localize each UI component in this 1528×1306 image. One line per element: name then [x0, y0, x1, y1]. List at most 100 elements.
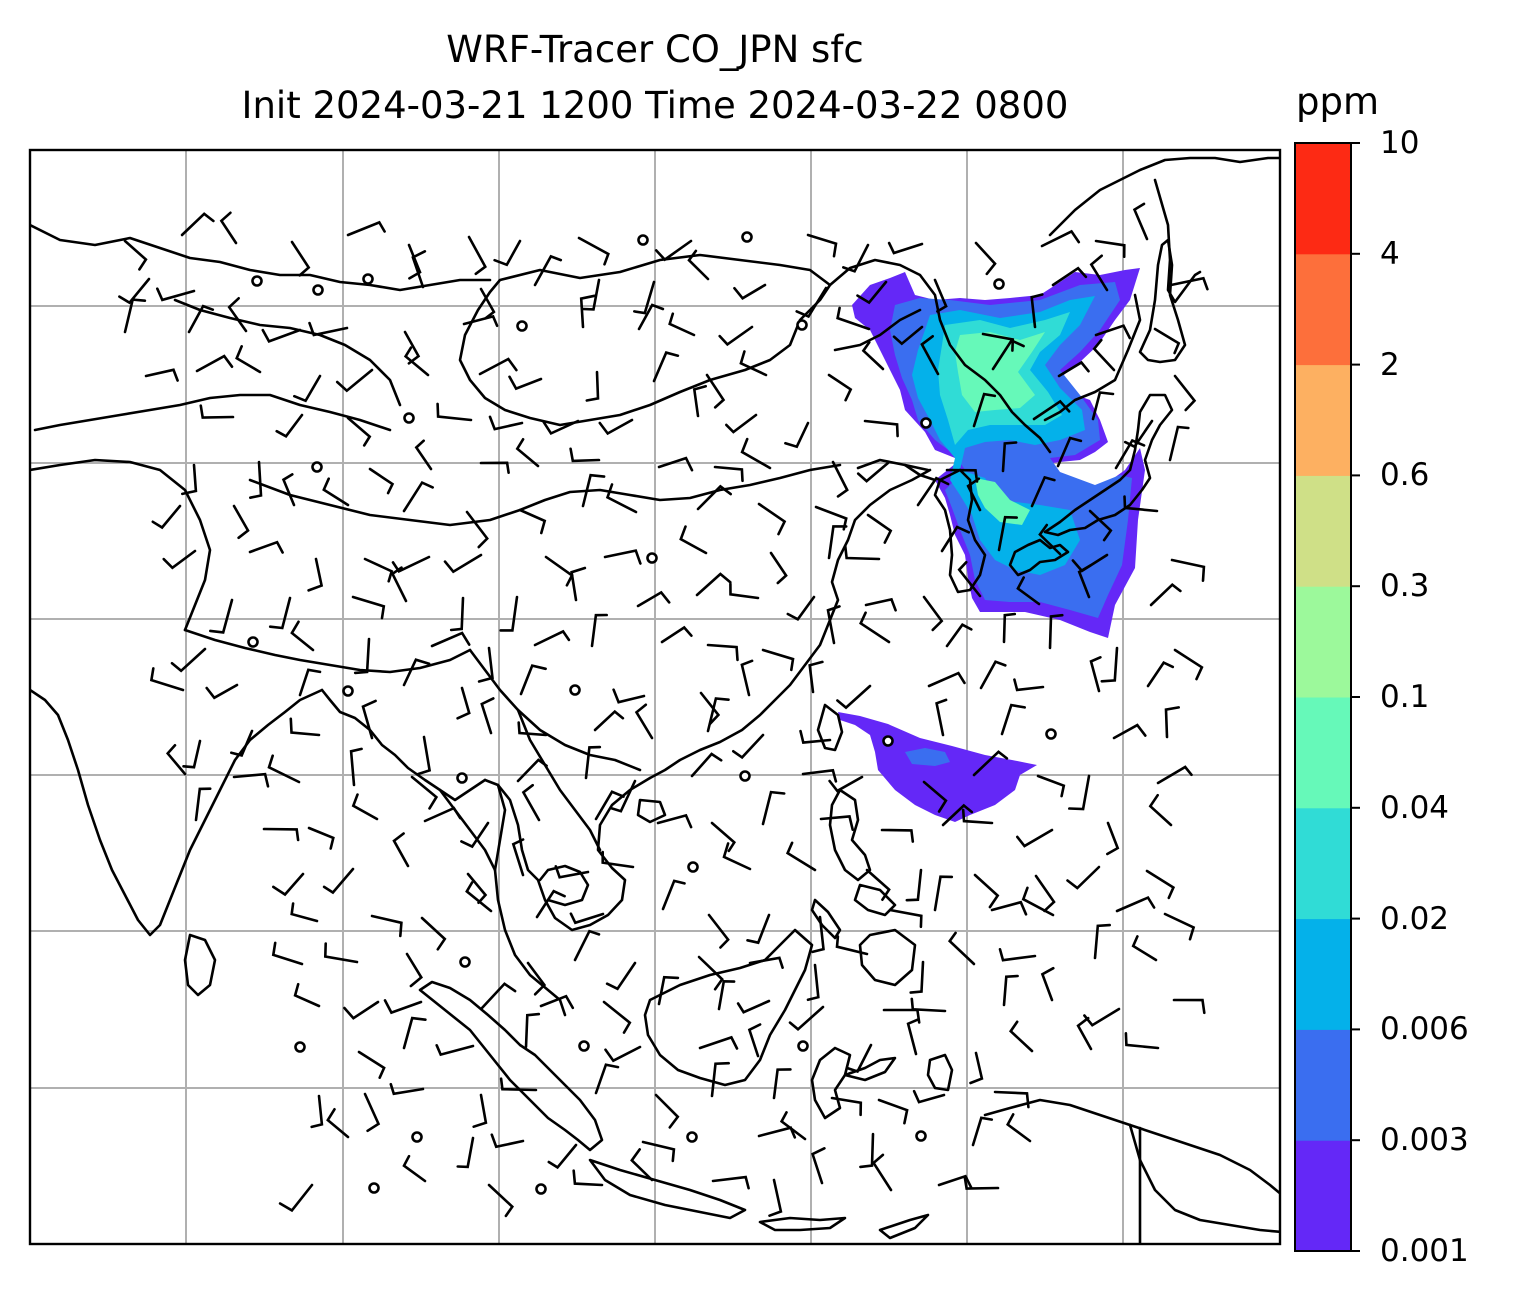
wind-barb [123, 239, 148, 271]
wind-barb [963, 1176, 1000, 1190]
wind-barb [490, 1133, 525, 1149]
wind-barb [1088, 509, 1113, 542]
border-tibet [248, 463, 842, 527]
wind-barb [768, 1178, 783, 1217]
wind-barb [232, 772, 270, 788]
wind-barb [1008, 1020, 1034, 1053]
colorbar-band [1295, 918, 1351, 1030]
wind-barb [353, 637, 371, 675]
coast-sakhalin [1153, 178, 1202, 304]
wind-barb [844, 545, 881, 561]
wind-barb [966, 477, 982, 512]
coast-halmahera [926, 1053, 954, 1092]
wind-barb [1048, 613, 1064, 650]
wind-barb [1057, 360, 1090, 378]
wind-barb [261, 328, 302, 344]
wind-barb [307, 557, 324, 592]
wind-barb [335, 368, 374, 393]
wind-barb [1156, 765, 1193, 785]
wind-barb [519, 664, 547, 696]
wind-barb [827, 525, 848, 560]
calm-wind-circle [535, 1183, 547, 1195]
calm-wind-circle [1045, 728, 1057, 740]
wind-barb [909, 960, 925, 994]
wind-barb [1013, 678, 1045, 692]
wind-barb [795, 286, 828, 319]
wind-barb [786, 595, 816, 621]
wind-barb [598, 418, 634, 436]
border-russia-china [828, 258, 1052, 454]
wind-barb [293, 982, 321, 1008]
wind-barb [947, 931, 976, 966]
calm-wind-circle [915, 1130, 927, 1142]
colorbar-band [1295, 697, 1351, 809]
border-northeast [833, 308, 922, 352]
wind-barb [856, 280, 888, 305]
calm-wind-circle [687, 861, 699, 873]
calm-wind-circle [637, 234, 649, 246]
wind-barb [1169, 276, 1209, 291]
wind-barb [290, 620, 315, 652]
wind-barb [1148, 793, 1173, 827]
wind-barb [593, 709, 625, 732]
wind-barb [268, 596, 292, 630]
wind-barb [601, 850, 635, 869]
wind-barb [707, 913, 730, 949]
border-korea-china [903, 463, 937, 482]
wind-barb [1145, 869, 1176, 900]
border-mongolia [458, 253, 832, 427]
wind-barb [1131, 935, 1158, 962]
wind-barb [533, 629, 571, 647]
border-afghan-pak [30, 458, 212, 632]
border-kazakh-china [173, 298, 402, 407]
wind-barb [971, 1116, 994, 1147]
wind-barb [402, 480, 434, 513]
wind-barb [717, 979, 736, 1011]
wind-barb [630, 1148, 654, 1182]
wind-barb [652, 351, 680, 383]
wind-barb [232, 504, 250, 540]
wind-barb [392, 832, 410, 868]
wind-barb [310, 1094, 324, 1129]
wind-barb [262, 827, 300, 842]
wind-barb [1034, 874, 1056, 913]
wind-barb [819, 815, 854, 831]
wind-barb [861, 340, 885, 371]
chart-title-line-1: WRF-Tracer CO_JPN sfc [446, 28, 864, 71]
wind-barb [456, 686, 471, 720]
calm-wind-circle [569, 684, 581, 696]
wind-barb [788, 1005, 825, 1032]
wind-barb [1114, 438, 1146, 470]
wind-barb [480, 982, 517, 1010]
wind-barb [1030, 475, 1056, 508]
wind-barb [806, 963, 820, 1002]
colorbar-tick-label: 0.04 [1380, 789, 1450, 826]
wind-barb [602, 1000, 632, 1034]
wind-barb [472, 1093, 488, 1128]
wind-barb [479, 461, 510, 474]
wind-barb [641, 1140, 676, 1163]
wind-barb [579, 294, 596, 329]
wind-barb [1066, 865, 1101, 890]
wind-barb [906, 1018, 920, 1056]
colorbar-tick-marks [1351, 142, 1360, 1252]
wind-barb [515, 438, 540, 468]
wind-barb [1106, 821, 1120, 856]
wind-barb [1164, 706, 1180, 739]
wind-barb [391, 555, 431, 573]
wind-barb [769, 551, 788, 585]
wind-barb [539, 994, 575, 1010]
calm-wind-circle [993, 278, 1005, 290]
wind-barb [827, 373, 853, 402]
coast-okhotsk [1043, 293, 1142, 422]
wind-barb [493, 239, 522, 267]
wind-barb [405, 952, 423, 988]
wind-barb [1051, 266, 1088, 287]
wind-barb [414, 439, 433, 471]
wind-barb [326, 1108, 350, 1139]
chart-title-line-2: Init 2024-03-21 1200 Time 2024-03-22 080… [241, 84, 1069, 127]
coast-palawan [810, 898, 842, 940]
wind-barb [289, 717, 321, 737]
wind-barb [511, 838, 525, 877]
wind-barb [390, 566, 408, 603]
